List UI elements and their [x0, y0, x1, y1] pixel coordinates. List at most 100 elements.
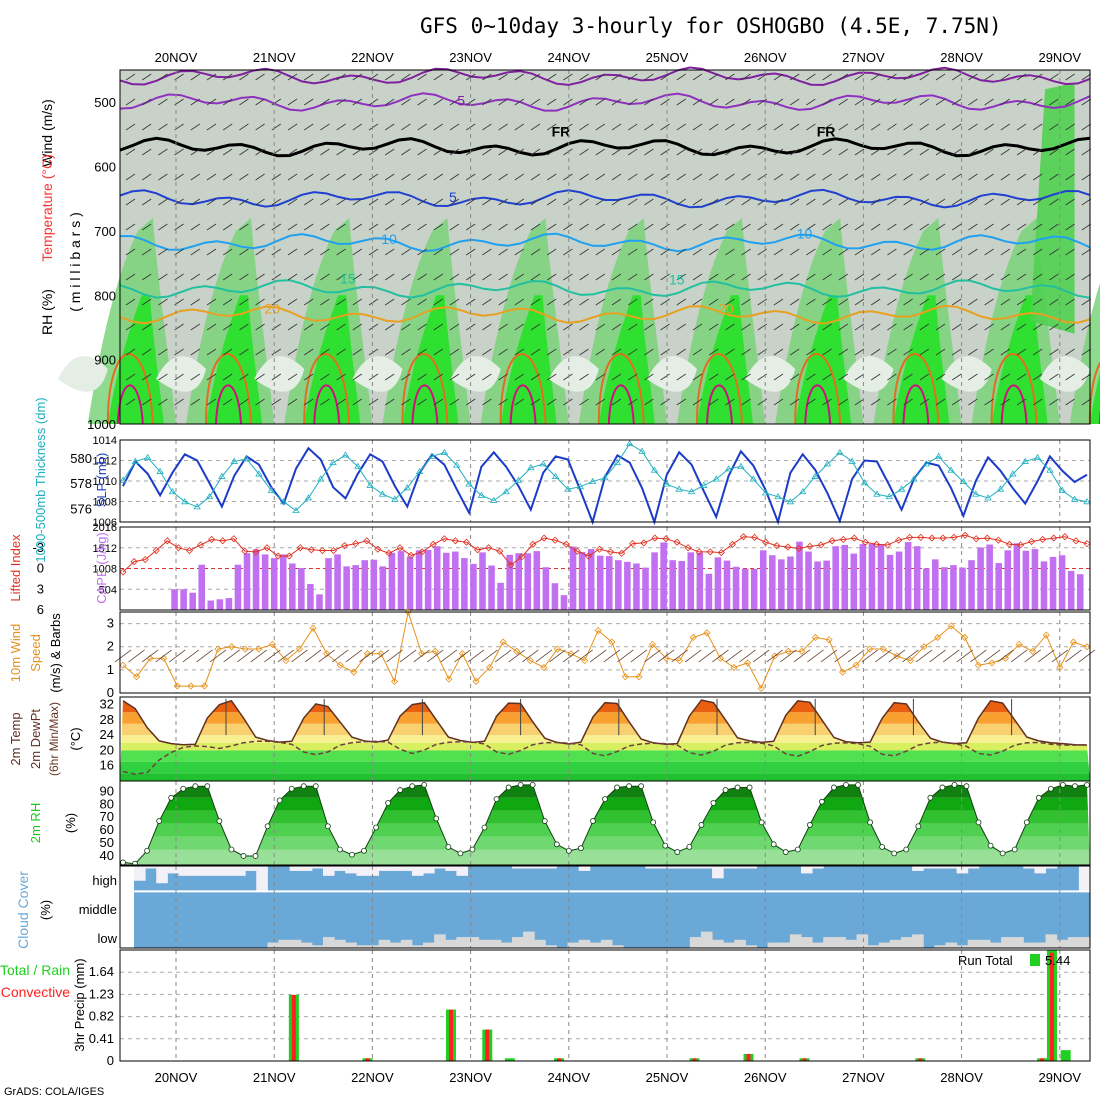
wind-barb	[320, 373, 330, 381]
wind-barb	[287, 223, 298, 231]
wind-barb	[1016, 148, 1027, 156]
wind-barb	[838, 198, 849, 206]
wind-barb	[287, 323, 298, 331]
surface-wind-barb	[291, 649, 308, 663]
rh-point	[469, 846, 476, 853]
top-date-label: 23NOV	[449, 50, 492, 65]
wind-barb	[676, 123, 687, 131]
cape-bar	[913, 546, 921, 610]
surface-wind-barb	[304, 649, 322, 663]
wind-barb	[433, 373, 444, 381]
wind-barb	[546, 123, 557, 131]
wind-barb	[320, 73, 330, 81]
wind-barb	[822, 223, 832, 231]
wind-barb	[514, 98, 525, 106]
wind-speed-point	[730, 663, 738, 672]
wind-barb	[773, 223, 784, 231]
wind-barb	[1000, 373, 1011, 381]
high-cloud-bar	[411, 866, 424, 876]
cape-bar	[415, 550, 423, 610]
cape-bar	[397, 551, 405, 610]
wind-barb	[546, 373, 557, 381]
lifted-index-point	[341, 542, 349, 550]
surface-wind-barb	[535, 649, 553, 663]
rh-point	[336, 846, 343, 853]
wind-barb	[676, 173, 687, 181]
surface-wind-barb	[128, 649, 145, 663]
wind-barb	[1065, 248, 1075, 256]
wind-barb	[482, 298, 492, 306]
wind-barb	[611, 223, 622, 231]
wind-barb	[789, 148, 800, 156]
lifted-index-point	[208, 535, 216, 544]
wind-barb	[644, 273, 654, 281]
high-cloud-bar	[234, 866, 246, 876]
wind-barb	[158, 198, 168, 206]
wind-barb	[773, 248, 784, 256]
wind-barb	[482, 323, 492, 331]
surface-wind-barb	[549, 649, 566, 663]
precip-tick-label: 0	[107, 1053, 114, 1068]
wind-barb	[1065, 398, 1075, 406]
thickness-point	[502, 487, 510, 495]
thickness-point	[193, 503, 201, 510]
surface-wind-barb	[807, 649, 824, 663]
wind-barb	[887, 248, 897, 256]
lifted-index-axis-label: Lifted Index	[8, 534, 23, 602]
wind-barb	[271, 98, 282, 106]
wind-barb	[822, 198, 832, 206]
wind-barb	[595, 223, 606, 231]
isotherm-line	[119, 304, 1091, 325]
wind-barb	[514, 223, 525, 231]
high-cloud-bar	[345, 866, 357, 874]
wind-barb	[822, 323, 832, 331]
wind-barb	[482, 248, 492, 256]
wind-barb	[919, 248, 930, 256]
wind-barb	[255, 248, 265, 256]
cape-bar	[470, 563, 477, 610]
cape-bar	[814, 561, 821, 610]
wind-barb	[498, 348, 508, 356]
wind-barb	[627, 398, 638, 406]
wind-barb	[741, 323, 751, 331]
wind-barb	[725, 123, 735, 131]
temp-band	[120, 761, 1090, 774]
low-cloud-bar	[989, 942, 1002, 948]
wind-barb	[968, 373, 978, 381]
lifted-index-point	[939, 534, 947, 542]
wind-barb	[1081, 348, 1092, 356]
wind-barb	[1032, 223, 1043, 231]
wind-barb	[968, 398, 978, 406]
thickness-point	[156, 467, 164, 474]
wind-barb	[951, 198, 962, 206]
surface-wind-barb	[1065, 649, 1082, 663]
wind-barb	[449, 348, 460, 356]
wind-barb	[660, 123, 670, 131]
lifted-index-point	[329, 546, 338, 555]
temp-band	[120, 742, 1090, 751]
wind-barb	[449, 98, 460, 106]
surface-wind-barb	[671, 649, 688, 663]
wind-barb	[611, 198, 622, 206]
cape-bar	[615, 560, 622, 610]
wind-barb	[611, 173, 622, 181]
wind-barb	[627, 123, 638, 131]
lifted-index-point	[385, 549, 393, 557]
wind-speed-point	[431, 647, 439, 655]
cape-bar	[1058, 555, 1066, 610]
rh-point	[300, 783, 307, 790]
wind-barb	[401, 73, 411, 81]
rh-dry-patch	[450, 356, 501, 392]
wind-barb	[498, 323, 508, 331]
wind-barb	[903, 298, 913, 306]
top-date-label: 21NOV	[253, 50, 296, 65]
wind-barb	[1000, 148, 1011, 156]
wind-barb	[271, 348, 282, 356]
run-total-swatch	[1030, 954, 1040, 966]
low-cloud-bar	[267, 942, 280, 948]
wind-barb	[579, 73, 589, 81]
low-cloud-bar	[778, 942, 791, 948]
wind-barb	[741, 373, 751, 381]
wind-speed-point	[309, 624, 317, 632]
wind-barb	[222, 248, 233, 256]
